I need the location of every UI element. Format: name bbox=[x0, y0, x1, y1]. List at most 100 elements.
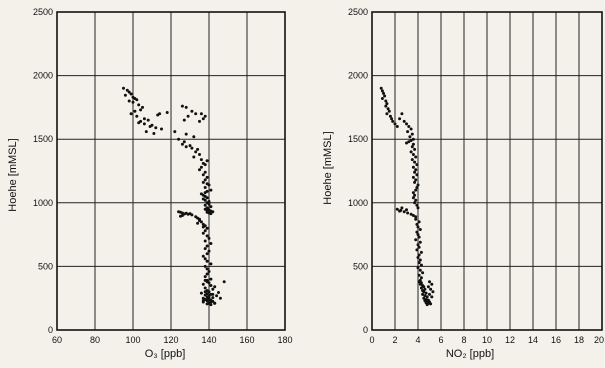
left-chart-data-point bbox=[125, 88, 129, 92]
right-chart-data-point bbox=[405, 122, 408, 126]
left-chart-data-point bbox=[137, 103, 141, 107]
left-chart-data-point bbox=[207, 202, 211, 206]
left-chart-data-point bbox=[201, 282, 205, 286]
left-chart-data-point bbox=[192, 135, 196, 139]
left-chart-data-point bbox=[127, 99, 131, 103]
left-chart-data-point bbox=[182, 140, 186, 144]
right-chart-data-point bbox=[400, 206, 404, 210]
right-chart-y-tick-label: 2000 bbox=[348, 71, 368, 81]
left-chart-data-point bbox=[201, 173, 205, 177]
right-chart-data-point bbox=[405, 208, 408, 212]
left-chart-data-point bbox=[203, 114, 207, 118]
left-chart-data-point bbox=[203, 290, 207, 294]
left-chart-data-point bbox=[207, 290, 211, 294]
left-chart-data-point bbox=[203, 264, 207, 268]
left-chart-data-point bbox=[205, 278, 209, 282]
right-chart-data-point bbox=[391, 119, 395, 123]
right-chart-data-point bbox=[426, 285, 430, 289]
left-chart-data-point bbox=[141, 105, 144, 109]
left-chart-data-point bbox=[135, 98, 139, 102]
left-chart-data-point bbox=[207, 183, 211, 187]
left-chart-data-point bbox=[222, 280, 226, 284]
right-chart-data-point bbox=[423, 294, 427, 298]
left-chart-data-point bbox=[211, 210, 215, 214]
right-chart-data-point bbox=[411, 175, 415, 179]
right-chart-data-point bbox=[429, 287, 433, 291]
left-chart-data-point bbox=[203, 239, 207, 243]
right-chart-x-tick-label: 14 bbox=[528, 335, 538, 345]
right-chart-x-tick-label: 0 bbox=[369, 335, 374, 345]
left-chart-data-point bbox=[198, 119, 201, 123]
right-chart-y-tick-label: 2500 bbox=[348, 7, 368, 17]
left-chart-data-point bbox=[209, 303, 213, 307]
left-chart-data-point bbox=[180, 104, 184, 108]
right-chart-data-point bbox=[384, 104, 388, 108]
left-chart-data-point bbox=[218, 296, 222, 300]
right-chart-data-point bbox=[424, 291, 428, 295]
right-chart-y-tick-label: 0 bbox=[363, 325, 368, 335]
right-chart-data-point bbox=[419, 276, 423, 280]
right-chart-data-point bbox=[414, 168, 418, 172]
left-chart-data-point bbox=[148, 125, 152, 128]
left-chart-y-tick-label: 0 bbox=[48, 325, 53, 335]
left-chart-data-point bbox=[173, 130, 177, 134]
right-chart-data-point bbox=[430, 295, 434, 299]
right-chart-data-point bbox=[411, 165, 415, 169]
right-chart-data-point bbox=[416, 266, 420, 270]
right-chart-data-point bbox=[409, 127, 413, 131]
right-chart-data-point bbox=[410, 145, 414, 149]
left-chart-data-point bbox=[209, 212, 213, 216]
left-chart-data-point bbox=[205, 226, 209, 230]
left-chart-data-point bbox=[133, 109, 137, 113]
right-chart-data-point bbox=[379, 86, 383, 90]
left-chart-data-point bbox=[209, 284, 213, 287]
left-chart-data-point bbox=[205, 302, 209, 306]
right-chart-data-point bbox=[418, 228, 422, 231]
right-chart-data-point bbox=[380, 97, 384, 100]
right-chart-data-point bbox=[413, 160, 417, 164]
right-chart-data-point bbox=[415, 203, 419, 207]
left-chart-data-point bbox=[209, 277, 213, 281]
left-chart-data-point bbox=[211, 296, 215, 300]
right-chart-data-point bbox=[402, 119, 406, 123]
left-chart-data-point bbox=[122, 86, 125, 90]
right-chart-data-point bbox=[415, 186, 419, 189]
left-chart-data-point bbox=[135, 114, 139, 118]
right-chart-data-point bbox=[385, 112, 389, 116]
left-chart-data-point bbox=[184, 132, 188, 136]
left-chart-data-point bbox=[184, 105, 188, 109]
left-chart-data-point bbox=[198, 168, 201, 172]
right-chart-data-point bbox=[383, 94, 387, 98]
right-chart-gridlines bbox=[371, 11, 603, 331]
left-chart-data-point bbox=[142, 122, 146, 126]
right-chart-data-point bbox=[390, 117, 394, 121]
right-chart-data-point bbox=[417, 273, 421, 277]
left-chart-data-point bbox=[131, 100, 135, 104]
left-chart-data-point bbox=[207, 249, 211, 253]
right-chart-data-point bbox=[423, 287, 427, 291]
left-chart-data-point bbox=[142, 117, 146, 121]
left-chart-y-tick-label: 1000 bbox=[33, 198, 53, 208]
right-chart-data-point bbox=[406, 130, 410, 134]
left-chart-data-point bbox=[203, 275, 207, 279]
right-chart-data-point bbox=[428, 292, 431, 296]
left-chart-x-tick-label: 100 bbox=[125, 335, 140, 345]
right-chart-data-point bbox=[416, 183, 420, 187]
right-chart-data-point bbox=[418, 268, 422, 272]
left-chart-x-tick-label: 140 bbox=[201, 335, 216, 345]
left-chart-gridlines bbox=[56, 11, 286, 331]
right-chart-data-point bbox=[415, 248, 419, 252]
right-chart-data-point bbox=[410, 158, 414, 162]
right-chart-data-point bbox=[413, 147, 417, 151]
right-chart-x-tick-label: 12 bbox=[505, 335, 515, 345]
left-chart-data-point bbox=[205, 298, 209, 301]
right-chart-data-point bbox=[422, 290, 426, 294]
right-chart-data-point bbox=[417, 280, 421, 284]
left-chart-data-points bbox=[122, 86, 226, 307]
right-chart-data-point bbox=[425, 303, 429, 307]
right-chart-data-point bbox=[411, 137, 415, 141]
right-chart-data-point bbox=[431, 290, 435, 294]
left-chart-data-point bbox=[203, 229, 207, 233]
right-chart-y-tick-label: 500 bbox=[353, 261, 368, 271]
